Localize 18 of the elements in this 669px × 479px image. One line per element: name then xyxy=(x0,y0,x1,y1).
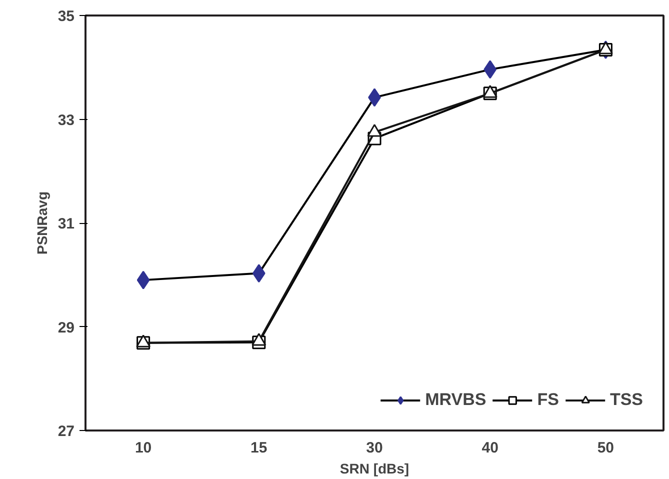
x-tick-label: 15 xyxy=(250,440,268,456)
y-tick-label: 29 xyxy=(58,319,75,336)
y-tick-label: 33 xyxy=(58,112,75,129)
y-tick-label: 35 xyxy=(58,8,75,25)
x-axis-title: SRN [dBs] xyxy=(340,460,410,476)
y-axis-title: PSNRavg xyxy=(34,191,50,255)
x-tick-label: 50 xyxy=(597,440,614,456)
legend-label: MRVBS xyxy=(425,390,486,410)
x-tick-label: 10 xyxy=(134,440,152,456)
y-tick-label: 27 xyxy=(58,423,75,440)
legend-label: FS xyxy=(537,390,559,410)
point xyxy=(252,264,266,283)
legend-label: TSS xyxy=(610,390,643,410)
x-tick-label: 30 xyxy=(366,440,383,456)
y-tick-label: 31 xyxy=(58,216,75,232)
x-tick-label: 40 xyxy=(482,440,498,456)
point xyxy=(484,60,497,79)
point xyxy=(136,270,150,290)
